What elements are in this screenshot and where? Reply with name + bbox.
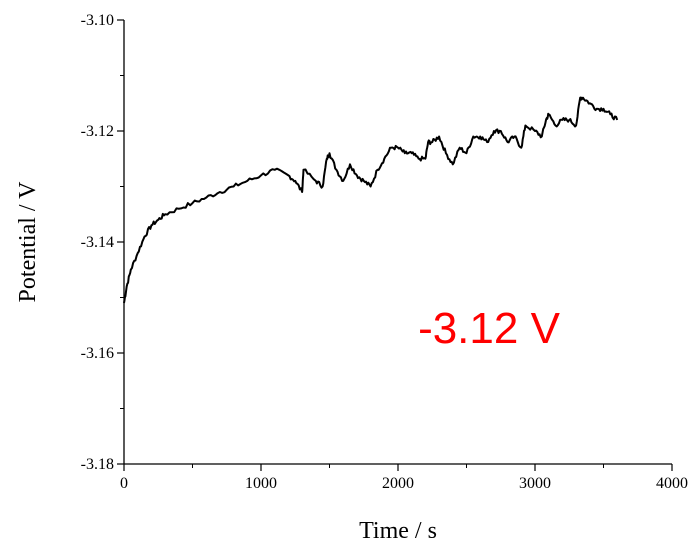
x-axis-title: Time / s (359, 518, 437, 544)
y-axis-title: Potential / V (15, 181, 41, 303)
axes (123, 20, 672, 465)
series-line (123, 96, 619, 304)
annotation-label: -3.12 V (418, 304, 561, 353)
y-tick-label: -3.12 (81, 123, 114, 140)
x-tick-label: 1000 (245, 475, 277, 492)
y-tick-label: -3.16 (81, 345, 114, 362)
x-tick-label: 3000 (519, 475, 551, 492)
x-tick-label: 4000 (656, 475, 688, 492)
ticks (117, 19, 673, 471)
x-tick-label: 0 (120, 475, 128, 492)
series (123, 96, 619, 304)
y-tick-label: -3.14 (81, 234, 114, 251)
y-tick-label: -3.18 (81, 456, 114, 473)
tick-labels: 0 1000 2000 3000 4000 -3.10 -3.12 -3.14 -3.16 -3.… (81, 12, 688, 492)
y-tick-label: -3.10 (81, 12, 114, 29)
x-tick-label: 2000 (382, 475, 414, 492)
